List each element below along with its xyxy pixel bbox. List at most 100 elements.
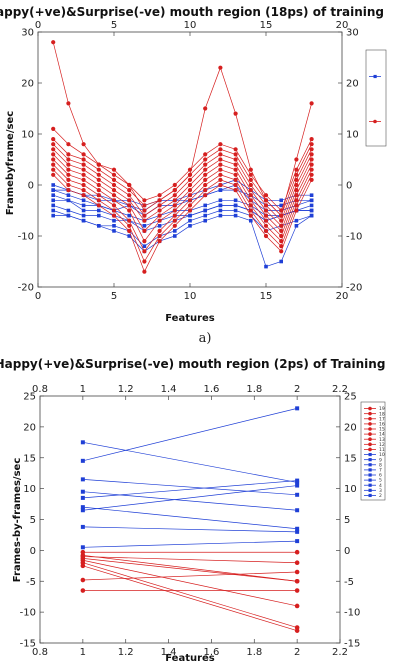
x-tick-label: 1 xyxy=(80,647,86,658)
y-tick-label-right: 30 xyxy=(346,28,359,39)
data-point xyxy=(66,193,71,197)
data-point xyxy=(203,172,208,177)
x-tick-label-top: 15 xyxy=(260,20,273,31)
data-point xyxy=(203,157,208,162)
data-point xyxy=(96,182,101,188)
data-point xyxy=(142,208,147,213)
legend-label: 16 xyxy=(379,421,385,427)
data-point xyxy=(51,193,55,197)
data-point xyxy=(157,213,162,218)
legend-marker xyxy=(373,119,377,124)
data-point xyxy=(248,198,253,203)
data-point xyxy=(263,203,269,208)
x-tick-label-top: 1 xyxy=(80,384,86,395)
data-point xyxy=(51,152,56,157)
y-tick-label-right: 10 xyxy=(344,484,357,495)
legend-label: 8 xyxy=(379,462,382,468)
legend-label: 11 xyxy=(379,447,385,453)
data-point xyxy=(66,172,71,177)
data-point xyxy=(96,172,101,177)
data-point xyxy=(309,137,314,142)
data-point xyxy=(112,224,116,228)
x-tick-label: 0 xyxy=(35,291,41,302)
x-tick-label-top: 0 xyxy=(35,20,41,31)
y-tick-label-right: -15 xyxy=(344,639,360,650)
data-point xyxy=(294,157,299,162)
data-point xyxy=(187,208,193,213)
data-point xyxy=(309,167,314,172)
x-tick-label: 1.4 xyxy=(161,647,177,658)
x-tick-label: 20 xyxy=(336,291,349,302)
data-point xyxy=(112,229,116,233)
data-point xyxy=(294,188,299,193)
data-point xyxy=(187,203,193,208)
data-point xyxy=(218,188,223,192)
data-point xyxy=(309,193,314,197)
data-point xyxy=(263,213,269,218)
data-point xyxy=(81,203,86,208)
data-point xyxy=(66,177,71,182)
data-point xyxy=(233,213,238,218)
legend-label: 10 xyxy=(379,452,385,458)
data-point xyxy=(66,198,71,203)
legend-label: 4 xyxy=(379,483,382,489)
x-tick-label: 2 xyxy=(294,647,300,658)
data-point xyxy=(172,188,177,193)
series-line xyxy=(52,143,312,222)
legend-box xyxy=(365,49,387,147)
data-point xyxy=(309,101,314,106)
data-point xyxy=(218,198,223,203)
data-point xyxy=(81,213,86,218)
series-line xyxy=(82,479,298,496)
series-line xyxy=(53,189,312,211)
data-point xyxy=(279,244,284,249)
chart-a-title: Happy(+ve)&Surprise(-ve) mouth region (1… xyxy=(0,5,384,19)
data-point xyxy=(80,524,85,529)
data-point xyxy=(172,213,177,218)
data-point xyxy=(127,218,132,223)
data-point xyxy=(127,213,131,218)
legend-marker xyxy=(368,422,372,426)
data-point xyxy=(66,162,71,167)
data-point xyxy=(81,182,86,188)
data-point xyxy=(51,208,55,213)
data-point xyxy=(127,188,132,193)
chart-a: Happy(+ve)&Surprise(-ve) mouth region (1… xyxy=(0,5,387,324)
data-point xyxy=(203,106,208,111)
legend-marker xyxy=(368,452,372,457)
data-point xyxy=(295,539,300,544)
data-point xyxy=(142,213,147,218)
data-point xyxy=(203,218,207,223)
data-point xyxy=(111,167,117,172)
data-point xyxy=(80,545,85,550)
data-point xyxy=(66,152,71,157)
data-point xyxy=(51,183,55,187)
series-line xyxy=(82,485,298,511)
data-point xyxy=(142,228,147,233)
data-point xyxy=(157,193,162,198)
data-point xyxy=(248,188,253,193)
data-point xyxy=(80,508,85,513)
series-line xyxy=(82,556,298,564)
y-tick-label: 20 xyxy=(23,422,36,433)
legend-marker xyxy=(368,447,372,452)
data-point xyxy=(248,208,253,213)
data-point xyxy=(279,239,284,244)
data-point xyxy=(111,203,117,208)
data-point xyxy=(157,218,162,223)
data-point xyxy=(279,228,284,233)
data-point xyxy=(279,259,283,264)
data-point xyxy=(51,203,55,208)
data-point xyxy=(81,198,86,203)
data-point xyxy=(96,193,101,198)
data-point xyxy=(157,228,162,233)
y-tick-label: -10 xyxy=(18,232,34,243)
data-point xyxy=(263,198,269,203)
y-tick-label-right: 10 xyxy=(346,130,359,141)
x-tick-label: 0.8 xyxy=(32,647,48,658)
chart-b-xlabel: Features xyxy=(165,653,215,664)
data-point xyxy=(188,213,192,218)
data-point xyxy=(309,142,314,147)
data-point xyxy=(203,188,208,193)
data-point xyxy=(294,560,300,566)
